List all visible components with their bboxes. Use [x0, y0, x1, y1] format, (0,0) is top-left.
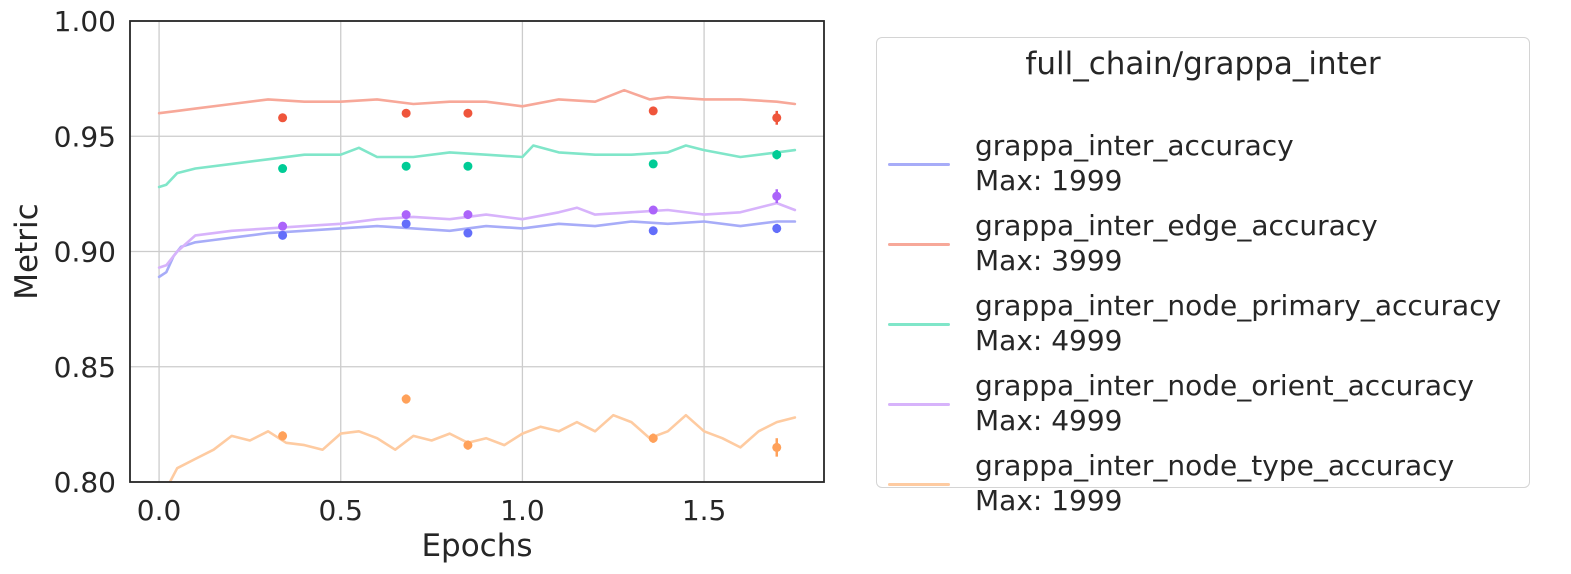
data-point-grappa-inter-edge-accuracy [648, 106, 658, 116]
data-point-grappa-inter-accuracy [772, 223, 782, 233]
legend-swatch [888, 243, 950, 246]
legend-entry-grappa-inter-node-primary-accuracy: grappa_inter_node_primary_accuracy Max: … [877, 289, 1529, 369]
data-point-grappa-inter-accuracy [648, 226, 658, 236]
series-line-grappa-inter-node-type-accuracy [168, 413, 797, 482]
data-point-grappa-inter-node-type-accuracy [401, 394, 411, 404]
legend-swatch [888, 403, 950, 406]
data-point-grappa-inter-node-primary-accuracy [772, 150, 782, 160]
legend-swatch [888, 323, 950, 326]
grid-layer [130, 20, 824, 483]
data-point-grappa-inter-node-orient-accuracy [401, 210, 411, 220]
x-tick-label: 1.5 [682, 494, 727, 527]
data-point-grappa-inter-node-orient-accuracy [648, 205, 658, 215]
legend-entry-grappa-inter-node-type-accuracy: grappa_inter_node_type_accuracy Max: 199… [877, 449, 1529, 529]
data-point-grappa-inter-node-type-accuracy [772, 442, 782, 452]
data-point-grappa-inter-node-type-accuracy [648, 433, 658, 443]
series-grappa-inter-edge-accuracy [157, 88, 797, 125]
y-tick-label: 0.85 [54, 351, 116, 384]
data-point-grappa-inter-node-orient-accuracy [278, 221, 288, 231]
series-line-grappa-inter-edge-accuracy [157, 88, 797, 115]
legend-entry-grappa-inter-edge-accuracy: grappa_inter_edge_accuracy Max: 3999 [877, 209, 1529, 289]
data-point-grappa-inter-edge-accuracy [772, 113, 782, 123]
legend-series-max: Max: 1999 [975, 164, 1123, 197]
x-axis-label: Epochs [421, 528, 532, 564]
legend-series-max: Max: 4999 [975, 324, 1123, 357]
x-tick-label: 0.0 [137, 494, 182, 527]
data-point-grappa-inter-edge-accuracy [278, 113, 288, 123]
data-point-grappa-inter-node-primary-accuracy [648, 159, 658, 169]
data-point-grappa-inter-node-primary-accuracy [401, 161, 411, 171]
tick-layer: 0.0 0.5 1.0 1.5 0.80 0.85 0.90 0.95 1.00 [54, 5, 727, 527]
data-point-grappa-inter-edge-accuracy [463, 108, 473, 118]
series-grappa-inter-node-type-accuracy [168, 394, 797, 482]
legend: full_chain/grappa_inter grappa_inter_acc… [876, 37, 1530, 517]
data-point-grappa-inter-edge-accuracy [401, 108, 411, 118]
legend-series-name: grappa_inter_node_primary_accuracy [975, 289, 1502, 322]
series-line-grappa-inter-node-primary-accuracy [157, 144, 797, 189]
data-point-grappa-inter-node-orient-accuracy [772, 191, 782, 201]
series-grappa-inter-accuracy [157, 219, 797, 279]
data-point-grappa-inter-node-type-accuracy [463, 440, 473, 450]
x-tick-label: 1.0 [500, 494, 545, 527]
data-point-grappa-inter-node-type-accuracy [278, 431, 288, 441]
y-tick-label: 0.90 [54, 236, 116, 269]
y-tick-label: 0.80 [54, 466, 116, 499]
legend-series-max: Max: 4999 [975, 404, 1123, 437]
legend-swatch [888, 483, 950, 486]
data-point-grappa-inter-node-orient-accuracy [463, 210, 473, 220]
plot-frame [129, 20, 825, 483]
series-layer [157, 88, 797, 482]
data-point-grappa-inter-accuracy [278, 230, 288, 240]
legend-series-max: Max: 1999 [975, 484, 1123, 517]
legend-series-name: grappa_inter_node_type_accuracy [975, 449, 1455, 482]
legend-series-name: grappa_inter_edge_accuracy [975, 209, 1378, 242]
y-tick-label: 1.00 [54, 5, 116, 38]
series-line-grappa-inter-accuracy [157, 220, 797, 279]
y-tick-label: 0.95 [54, 120, 116, 153]
data-point-grappa-inter-node-primary-accuracy [278, 164, 288, 174]
legend-series-name: grappa_inter_node_orient_accuracy [975, 369, 1474, 402]
y-axis-label: Metric [9, 203, 45, 299]
series-grappa-inter-node-primary-accuracy [157, 144, 797, 189]
x-tick-label: 0.5 [318, 494, 363, 527]
legend-title: full_chain/grappa_inter [1025, 46, 1381, 82]
legend-series-name: grappa_inter_accuracy [975, 129, 1294, 162]
data-point-grappa-inter-accuracy [463, 228, 473, 238]
legend-swatch [888, 163, 950, 166]
series-grappa-inter-node-orient-accuracy [157, 189, 797, 269]
legend-series-max: Max: 3999 [975, 244, 1123, 277]
legend-entry-grappa-inter-accuracy: grappa_inter_accuracy Max: 1999 [877, 129, 1529, 209]
legend-entry-grappa-inter-node-orient-accuracy: grappa_inter_node_orient_accuracy Max: 4… [877, 369, 1529, 449]
data-point-grappa-inter-accuracy [401, 219, 411, 229]
data-point-grappa-inter-node-primary-accuracy [463, 161, 473, 171]
